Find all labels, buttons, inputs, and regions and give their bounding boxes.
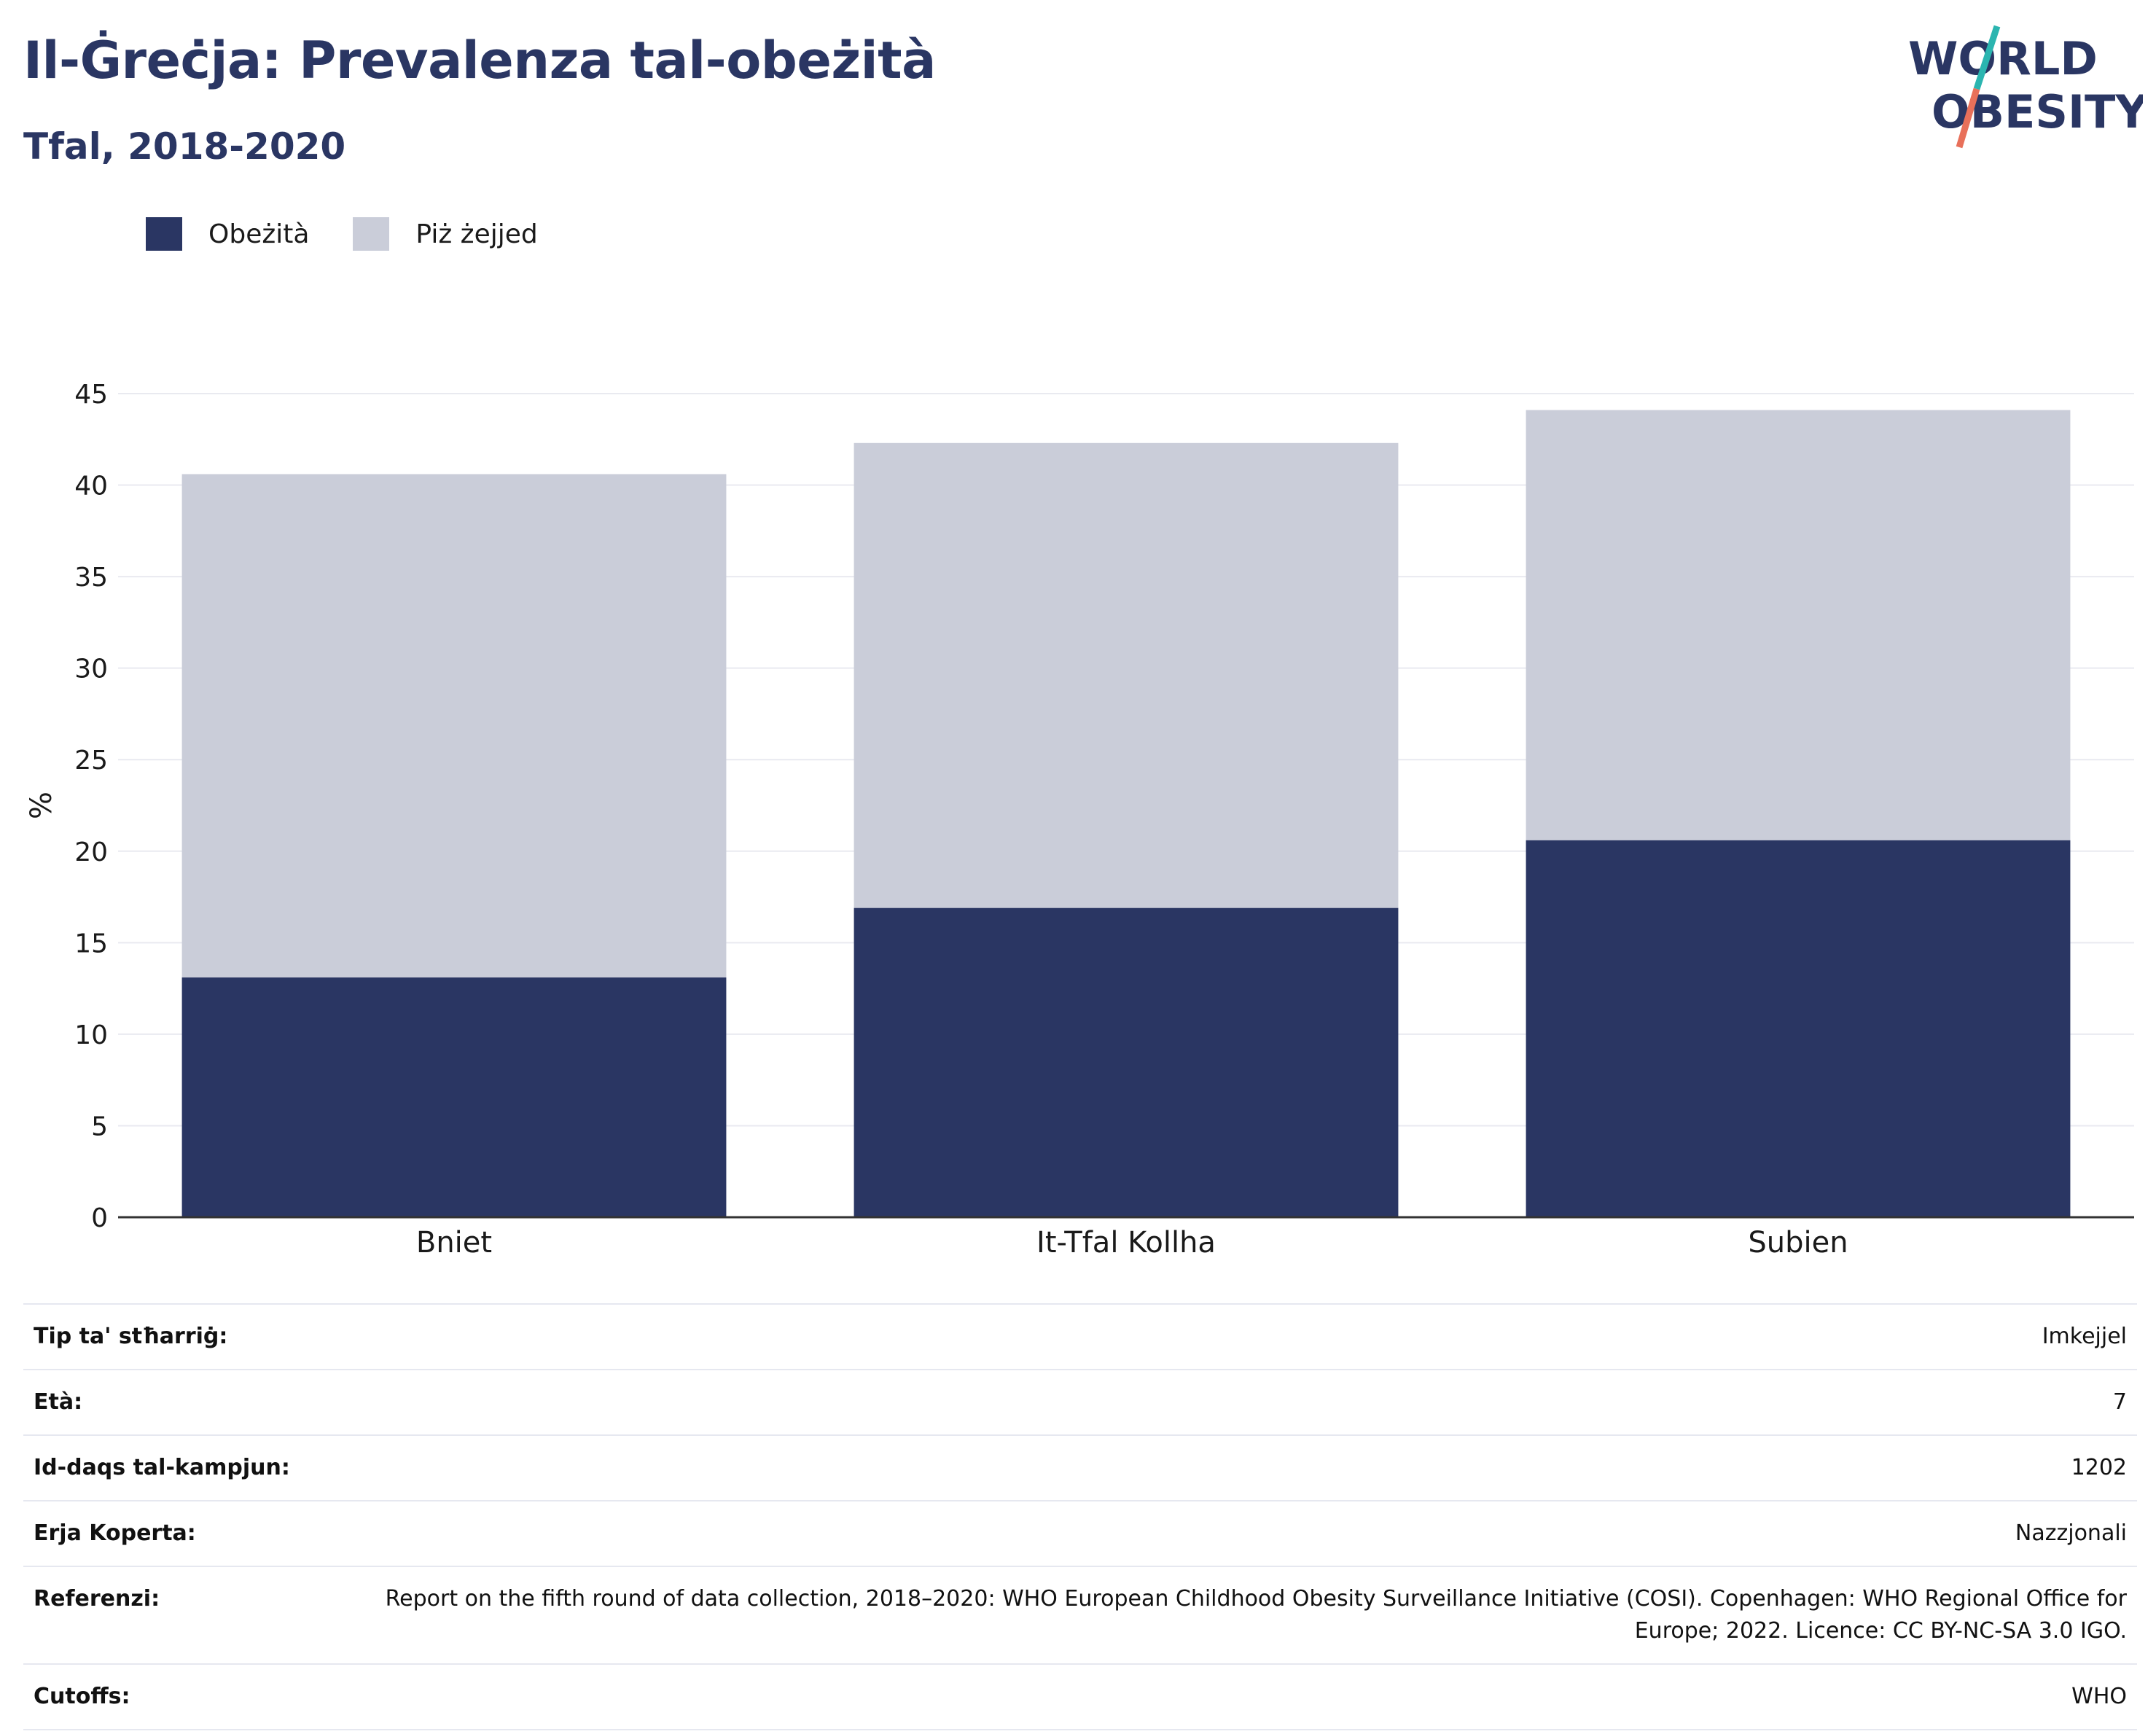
info-value: Nazzjonali [300, 1500, 2137, 1567]
info-key: Cutoffs: [23, 1663, 300, 1730]
legend-item-overweight[interactable]: Piż żejjed [353, 217, 538, 251]
info-row: Erja Koperta: Nazzjonali [23, 1500, 2137, 1567]
info-value: WHO [300, 1663, 2137, 1730]
legend-swatch-overweight [353, 217, 390, 251]
chart-subtitle: Tfal, 2018-2020 [23, 125, 346, 168]
x-tick-label: Bniet [416, 1226, 492, 1260]
y-tick-label: 45 [74, 380, 108, 410]
info-key: Id-daqs tal-kampjun: [23, 1434, 300, 1501]
legend-swatch-obesity [146, 217, 182, 251]
y-tick-label: 10 [74, 1020, 108, 1050]
bar-overweight [181, 474, 727, 978]
info-value: Imkejjel [300, 1303, 2137, 1370]
info-value: Report on the fifth round of data collec… [300, 1566, 2137, 1665]
stacked-bar-chart: 0 5 10 15 20 25 30 35 40 45% Bniet It-Tfal Kollha Su… [25, 380, 2134, 1260]
info-value: 7 [300, 1369, 2137, 1436]
bar-obesity [854, 907, 1399, 1217]
y-tick-label: 25 [74, 746, 108, 776]
y-tick-label: 30 [74, 655, 108, 684]
logo-text-world: WORLD [1908, 32, 2098, 85]
x-tick-label: It-Tfal Kollha [1036, 1226, 1216, 1260]
bar-overweight [1526, 410, 2071, 840]
info-table: Tip ta' stħarriġ: Imkejjel Età: 7 Id-daqs ta… [23, 1303, 2137, 1730]
logo-slash-coral [1956, 87, 1980, 149]
bar-obesity [181, 977, 727, 1217]
legend-label-obesity: Obeżità [208, 219, 310, 249]
y-tick-label: 40 [74, 472, 108, 501]
chart-legend: Obeżità Piż żejjed [146, 217, 582, 251]
chart-title: Il-Ġreċja: Prevalenza tal-obeżità [23, 31, 936, 90]
y-tick-label: 20 [74, 837, 108, 867]
info-key: Referenzi: [23, 1566, 300, 1665]
info-row: Età: 7 [23, 1369, 2137, 1436]
legend-item-obesity[interactable]: Obeżità [146, 217, 309, 251]
y-tick-label: 35 [74, 563, 108, 593]
info-key: Età: [23, 1369, 300, 1436]
info-row: Id-daqs tal-kampjun: 1202 [23, 1434, 2137, 1501]
world-obesity-logo: WORLD OBESITY [1908, 25, 2143, 149]
y-axis-label: % [25, 792, 58, 819]
bar-overweight [854, 442, 1399, 908]
logo-slash-teal [1973, 25, 2001, 90]
info-key: Erja Koperta: [23, 1500, 300, 1567]
y-tick-label: 5 [91, 1112, 108, 1141]
x-tick-label: Subien [1748, 1226, 1848, 1260]
info-row: Cutoffs: WHO [23, 1663, 2137, 1730]
info-row: Referenzi: Report on the fifth round of d… [23, 1566, 2137, 1665]
y-tick-label: 15 [74, 929, 108, 958]
bar-obesity [1526, 840, 2071, 1217]
y-tick-label: 0 [91, 1203, 108, 1233]
info-row: Tip ta' stħarriġ: Imkejjel [23, 1303, 2137, 1370]
legend-label-overweight: Piż żejjed [415, 219, 538, 249]
info-key: Tip ta' stħarriġ: [23, 1303, 300, 1370]
info-value: 1202 [300, 1434, 2137, 1501]
